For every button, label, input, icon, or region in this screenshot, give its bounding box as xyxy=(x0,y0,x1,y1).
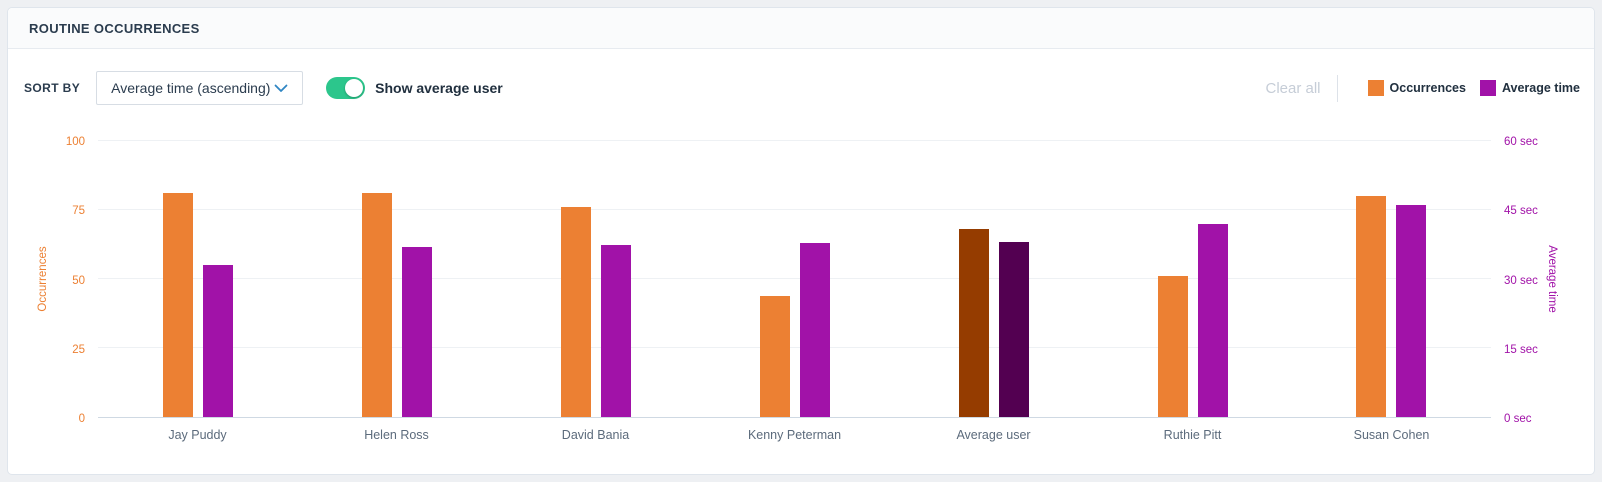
left-axis-ticks: 0 25 50 75 100 xyxy=(8,136,85,425)
bar-occurrences-ruthie-pitt[interactable] xyxy=(1157,276,1188,417)
legend-item-average-time[interactable]: Average time xyxy=(1479,80,1580,96)
bar-occurrences-average-user[interactable] xyxy=(958,229,989,417)
clear-all-button[interactable]: Clear all xyxy=(1265,79,1321,97)
category-label-helen-ross: Helen Ross xyxy=(364,428,429,442)
category-label-jay-puddy: Jay Puddy xyxy=(168,428,227,442)
occurrences-swatch-icon xyxy=(1367,80,1384,96)
average-time-swatch-icon xyxy=(1479,80,1496,96)
axis-tick-label: 50 xyxy=(72,274,85,287)
routine-occurrences-card: ROUTINE OCCURRENCES SORT BY Average time… xyxy=(7,7,1595,475)
bar-average-time-david-bania[interactable] xyxy=(600,244,631,417)
bar-average-time-jay-puddy[interactable] xyxy=(202,265,233,417)
axis-tick-label: 45 sec xyxy=(1504,205,1538,218)
category-label-susan-cohen: Susan Cohen xyxy=(1353,428,1430,442)
card-title: ROUTINE OCCURRENCES xyxy=(29,20,200,36)
legend-label-occurrences: Occurrences xyxy=(1389,81,1466,95)
show-average-user-label: Show average user xyxy=(375,80,503,96)
bar-group-david-bania xyxy=(560,141,631,417)
gridline xyxy=(98,278,1491,279)
plot-area xyxy=(98,140,1491,418)
bar-average-time-ruthie-pitt[interactable] xyxy=(1197,223,1228,417)
axis-tick-label: 75 xyxy=(72,205,85,218)
category-label-ruthie-pitt: Ruthie Pitt xyxy=(1163,428,1222,442)
bar-average-time-average-user[interactable] xyxy=(998,242,1029,417)
axis-tick-label: 0 xyxy=(78,413,85,425)
controls-row: SORT BY Average time (ascending) Show av… xyxy=(24,70,1580,106)
legend-label-average-time: Average time xyxy=(1501,81,1580,95)
category-label-kenny-peterman: Kenny Peterman xyxy=(747,428,842,442)
category-label-david-bania: David Bania xyxy=(561,428,630,442)
card-header: ROUTINE OCCURRENCES xyxy=(8,8,1594,49)
chevron-down-icon xyxy=(274,84,288,92)
category-label-average-user: Average user xyxy=(956,428,1031,442)
legend-item-occurrences[interactable]: Occurrences xyxy=(1367,80,1466,96)
bar-occurrences-jay-puddy[interactable] xyxy=(162,193,193,417)
bar-occurrences-helen-ross[interactable] xyxy=(361,193,392,417)
axis-tick-label: 0 sec xyxy=(1504,413,1532,425)
right-axis-ticks: 0 sec 15 sec 30 sec 45 sec 60 sec xyxy=(1504,136,1584,425)
axis-tick-label: 15 sec xyxy=(1504,343,1538,356)
bar-group-ruthie-pitt xyxy=(1157,141,1228,417)
gridline xyxy=(98,209,1491,210)
axis-tick-label: 30 sec xyxy=(1504,274,1538,287)
bar-group-kenny-peterman xyxy=(759,141,830,417)
bar-group-jay-puddy xyxy=(162,141,233,417)
sort-dropdown[interactable]: Average time (ascending) xyxy=(96,71,304,105)
toggle-knob xyxy=(345,79,364,97)
bar-occurrences-susan-cohen[interactable] xyxy=(1356,196,1387,417)
bar-occurrences-david-bania[interactable] xyxy=(560,207,591,417)
category-labels: Jay Puddy Helen Ross David Bania Kenny Pete… xyxy=(98,428,1491,446)
bar-occurrences-kenny-peterman[interactable] xyxy=(759,295,790,417)
sort-dropdown-value: Average time (ascending) xyxy=(111,80,271,96)
right-axis-title: Average time xyxy=(1546,245,1558,313)
legend-divider xyxy=(1336,74,1338,102)
bar-group-helen-ross xyxy=(361,141,432,417)
bar-average-time-kenny-peterman[interactable] xyxy=(799,243,830,417)
bar-group-susan-cohen xyxy=(1356,141,1427,417)
bar-group-average-user xyxy=(958,141,1029,417)
gridline xyxy=(98,347,1491,348)
show-average-user-toggle[interactable] xyxy=(326,77,366,99)
sort-by-label: SORT BY xyxy=(24,81,81,95)
axis-tick-label: 60 sec xyxy=(1504,136,1538,148)
gridline xyxy=(98,140,1491,141)
axis-tick-label: 100 xyxy=(65,136,85,148)
bar-average-time-susan-cohen[interactable] xyxy=(1396,205,1427,417)
axis-tick-label: 25 xyxy=(72,343,85,356)
bar-average-time-helen-ross[interactable] xyxy=(401,246,432,417)
